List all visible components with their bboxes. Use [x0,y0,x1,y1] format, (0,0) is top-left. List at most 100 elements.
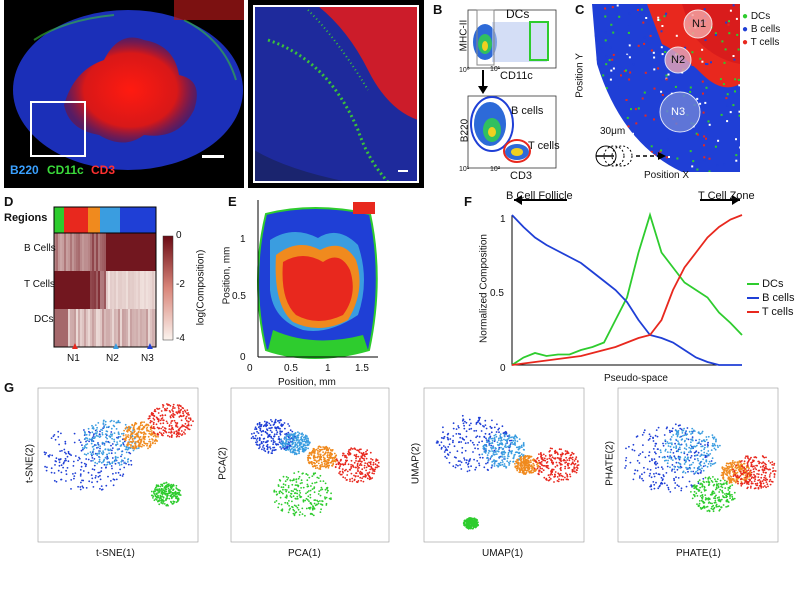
embedding-point [722,504,725,506]
embedding-point [501,453,504,456]
embedding-point [175,424,178,427]
embedding-point [365,466,368,469]
embedding-point [298,432,301,435]
heatmap-cell [116,309,119,347]
embedding-point [358,451,361,454]
embedding-point [331,464,333,467]
embedding-point [491,419,493,422]
embedding-point [535,468,538,471]
embedding-point [117,461,120,464]
embedding-point [277,419,280,422]
embedding-point [316,476,319,479]
embedding-point [309,489,312,492]
embedding-point [507,445,509,448]
embedding-point [258,444,261,446]
speckle-dot [632,63,635,66]
embedding-point [149,443,152,445]
embedding-point [345,456,348,459]
embedding-point [761,455,764,457]
embedding-point [731,497,734,500]
embedding-point [254,434,257,437]
embedding-point [304,446,307,449]
embedding-point [319,453,322,456]
embedding-point [128,443,130,446]
embedding-point [696,442,699,445]
embedding-point [163,429,166,432]
embedding-point [670,430,673,433]
embedding-point [110,431,113,433]
embedding-point [305,507,308,510]
heatmap-cell [118,309,121,347]
embedding-point [685,448,688,451]
embedding-point [85,443,87,446]
speckle-dot [637,107,640,110]
heatmap-row-dcs: DCs [34,314,54,325]
embedding-point [353,454,356,457]
embedding-point [285,489,288,491]
embedding-point [708,510,711,513]
heatmap-cell [90,233,93,271]
embedding-point [697,472,700,475]
embedding-point [703,448,705,451]
embedding-point [159,422,162,425]
embedding-point [468,522,471,524]
embedding-point [302,443,305,446]
embedding-point [726,498,729,501]
embedding-point [287,485,290,487]
embedding-point [377,465,380,468]
embedding-point [662,444,665,447]
embedding-point [176,434,179,437]
embedding-point [773,476,776,478]
embedding-point [461,414,464,417]
embedding-point [719,479,722,482]
embedding-point [485,462,487,465]
speckle-dot [611,141,614,144]
embedding-point [65,480,67,482]
embedding-point [457,432,460,435]
embedding-point [545,462,548,464]
embedding-point [565,452,568,455]
heatmap-cell [54,271,57,309]
zoom-box [30,101,86,157]
embedding-point [486,461,489,464]
embedding-point [484,448,486,451]
embedding-point [649,435,652,438]
embedding-point [706,510,709,512]
embedding-point [769,461,772,464]
heatmap-cell [154,271,157,309]
embedding-point [729,494,731,497]
embedding-point [672,446,675,449]
embedding-point [536,465,539,468]
embedding-point [266,428,268,431]
embedding-point [295,437,298,440]
embedding-point [344,469,346,472]
embedding-point [364,475,367,477]
embedding-point [726,466,729,468]
heatmap-cell [138,309,141,347]
embedding-point [361,468,364,471]
embedding-point [277,506,280,509]
embedding-point [293,445,296,448]
embedding-point [96,452,99,455]
embedding-point [707,435,710,438]
embedding-point [538,469,541,472]
heatmap-cell [70,271,73,309]
embedding-point [50,471,53,474]
embedding-point [261,442,263,445]
embedding-point [499,440,502,442]
embedding-point [187,413,189,416]
speckle-dot [657,19,660,21]
embedding-point [114,452,117,454]
embedding-point [342,452,344,455]
embedding-point [352,465,354,468]
embedding-point [372,468,374,470]
embedding-point [729,477,732,480]
embedding-point [563,458,565,461]
embedding-point [690,441,692,444]
embedding-point [307,495,310,498]
embedding-point [114,459,117,462]
embedding-point [185,426,188,429]
embedding-point [516,468,518,470]
embedding-point [503,456,506,458]
embedding-point [100,467,103,469]
